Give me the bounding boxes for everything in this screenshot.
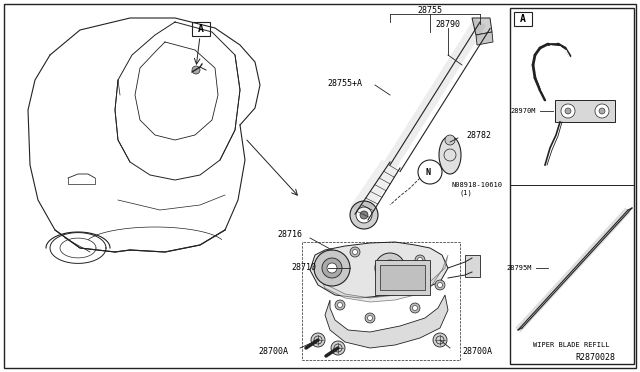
Bar (380, 265, 425, 290)
Polygon shape (318, 255, 448, 302)
Circle shape (322, 258, 342, 278)
Polygon shape (310, 242, 448, 298)
Polygon shape (472, 18, 492, 35)
Circle shape (382, 260, 398, 276)
Ellipse shape (439, 136, 461, 174)
Circle shape (350, 201, 378, 229)
Bar (555, 100, 615, 122)
Circle shape (192, 66, 200, 74)
Bar (375, 260, 430, 295)
Circle shape (365, 313, 375, 323)
Polygon shape (325, 295, 448, 348)
Circle shape (360, 211, 368, 219)
Polygon shape (476, 32, 493, 45)
Circle shape (367, 315, 372, 321)
Text: N: N (426, 167, 431, 176)
Circle shape (595, 104, 609, 118)
Text: 28755+A: 28755+A (327, 78, 362, 87)
Circle shape (417, 257, 422, 263)
Text: (1): (1) (460, 190, 473, 196)
Circle shape (375, 253, 405, 283)
Text: 28790: 28790 (435, 19, 461, 29)
Circle shape (415, 255, 425, 265)
Circle shape (353, 250, 358, 254)
Circle shape (327, 263, 337, 273)
Circle shape (445, 135, 455, 145)
Text: A: A (198, 24, 204, 34)
Text: N08918-10610: N08918-10610 (452, 182, 503, 188)
Circle shape (335, 300, 345, 310)
Text: 28700A: 28700A (462, 346, 492, 356)
Circle shape (561, 104, 575, 118)
Circle shape (311, 333, 325, 347)
Text: 28795M: 28795M (506, 265, 532, 271)
Circle shape (565, 108, 571, 114)
Bar (510, 8, 634, 364)
Text: 28710: 28710 (291, 263, 316, 273)
Circle shape (599, 108, 605, 114)
Circle shape (331, 341, 345, 355)
Text: 28782: 28782 (466, 131, 491, 140)
Circle shape (433, 333, 447, 347)
Circle shape (350, 247, 360, 257)
Circle shape (413, 305, 417, 311)
Circle shape (356, 207, 372, 223)
Text: 28970M: 28970M (511, 108, 536, 114)
Text: 28700A: 28700A (258, 346, 288, 356)
Text: 28755: 28755 (417, 6, 442, 15)
Circle shape (314, 250, 350, 286)
Text: A: A (520, 14, 526, 24)
Bar (465, 255, 480, 277)
Circle shape (438, 282, 442, 288)
Bar (192, 22, 210, 36)
Circle shape (337, 302, 342, 308)
Bar (514, 12, 532, 26)
Circle shape (410, 303, 420, 313)
Text: R2870028: R2870028 (575, 353, 615, 362)
Circle shape (435, 280, 445, 290)
Text: 28716: 28716 (277, 230, 302, 238)
Circle shape (418, 160, 442, 184)
Text: WIPER BLADE REFILL: WIPER BLADE REFILL (532, 342, 609, 348)
